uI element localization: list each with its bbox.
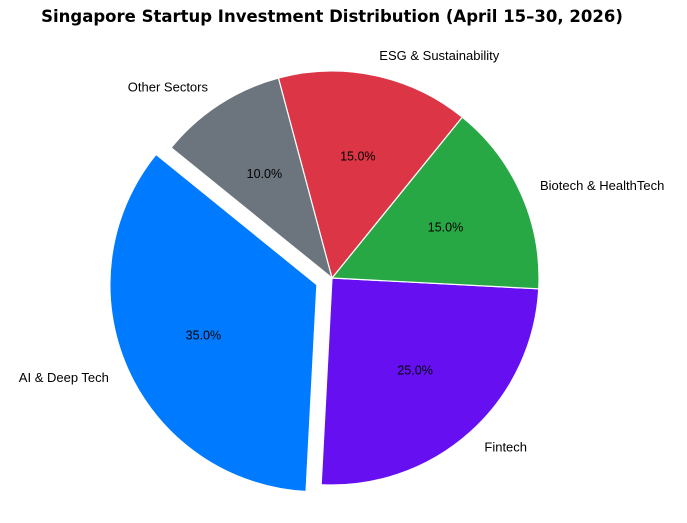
pct-label-biotech-healthtech: 15.0% xyxy=(428,221,463,235)
pie-slice-esg-sustainability xyxy=(277,70,463,279)
pct-label-ai-deep-tech: 35.0% xyxy=(186,328,221,342)
pct-label-other-sectors: 10.0% xyxy=(247,167,282,181)
category-label-esg-sustainability: ESG & Sustainability xyxy=(379,48,499,63)
chart-title: Singapore Startup Investment Distributio… xyxy=(41,7,623,26)
category-label-fintech: Fintech xyxy=(484,440,527,455)
pie-slice-fintech xyxy=(320,277,540,486)
category-label-other-sectors: Other Sectors xyxy=(128,80,209,95)
category-label-ai-deep-tech: AI & Deep Tech xyxy=(19,370,109,385)
pie-slice-other-sectors xyxy=(170,77,333,279)
pct-label-fintech: 25.0% xyxy=(397,363,432,377)
category-label-biotech-healthtech: Biotech & HealthTech xyxy=(540,178,664,193)
pie-slice-biotech-healthtech xyxy=(331,116,540,290)
pct-label-esg-sustainability: 15.0% xyxy=(340,150,375,164)
pie-slice-ai-deep-tech xyxy=(109,153,318,493)
